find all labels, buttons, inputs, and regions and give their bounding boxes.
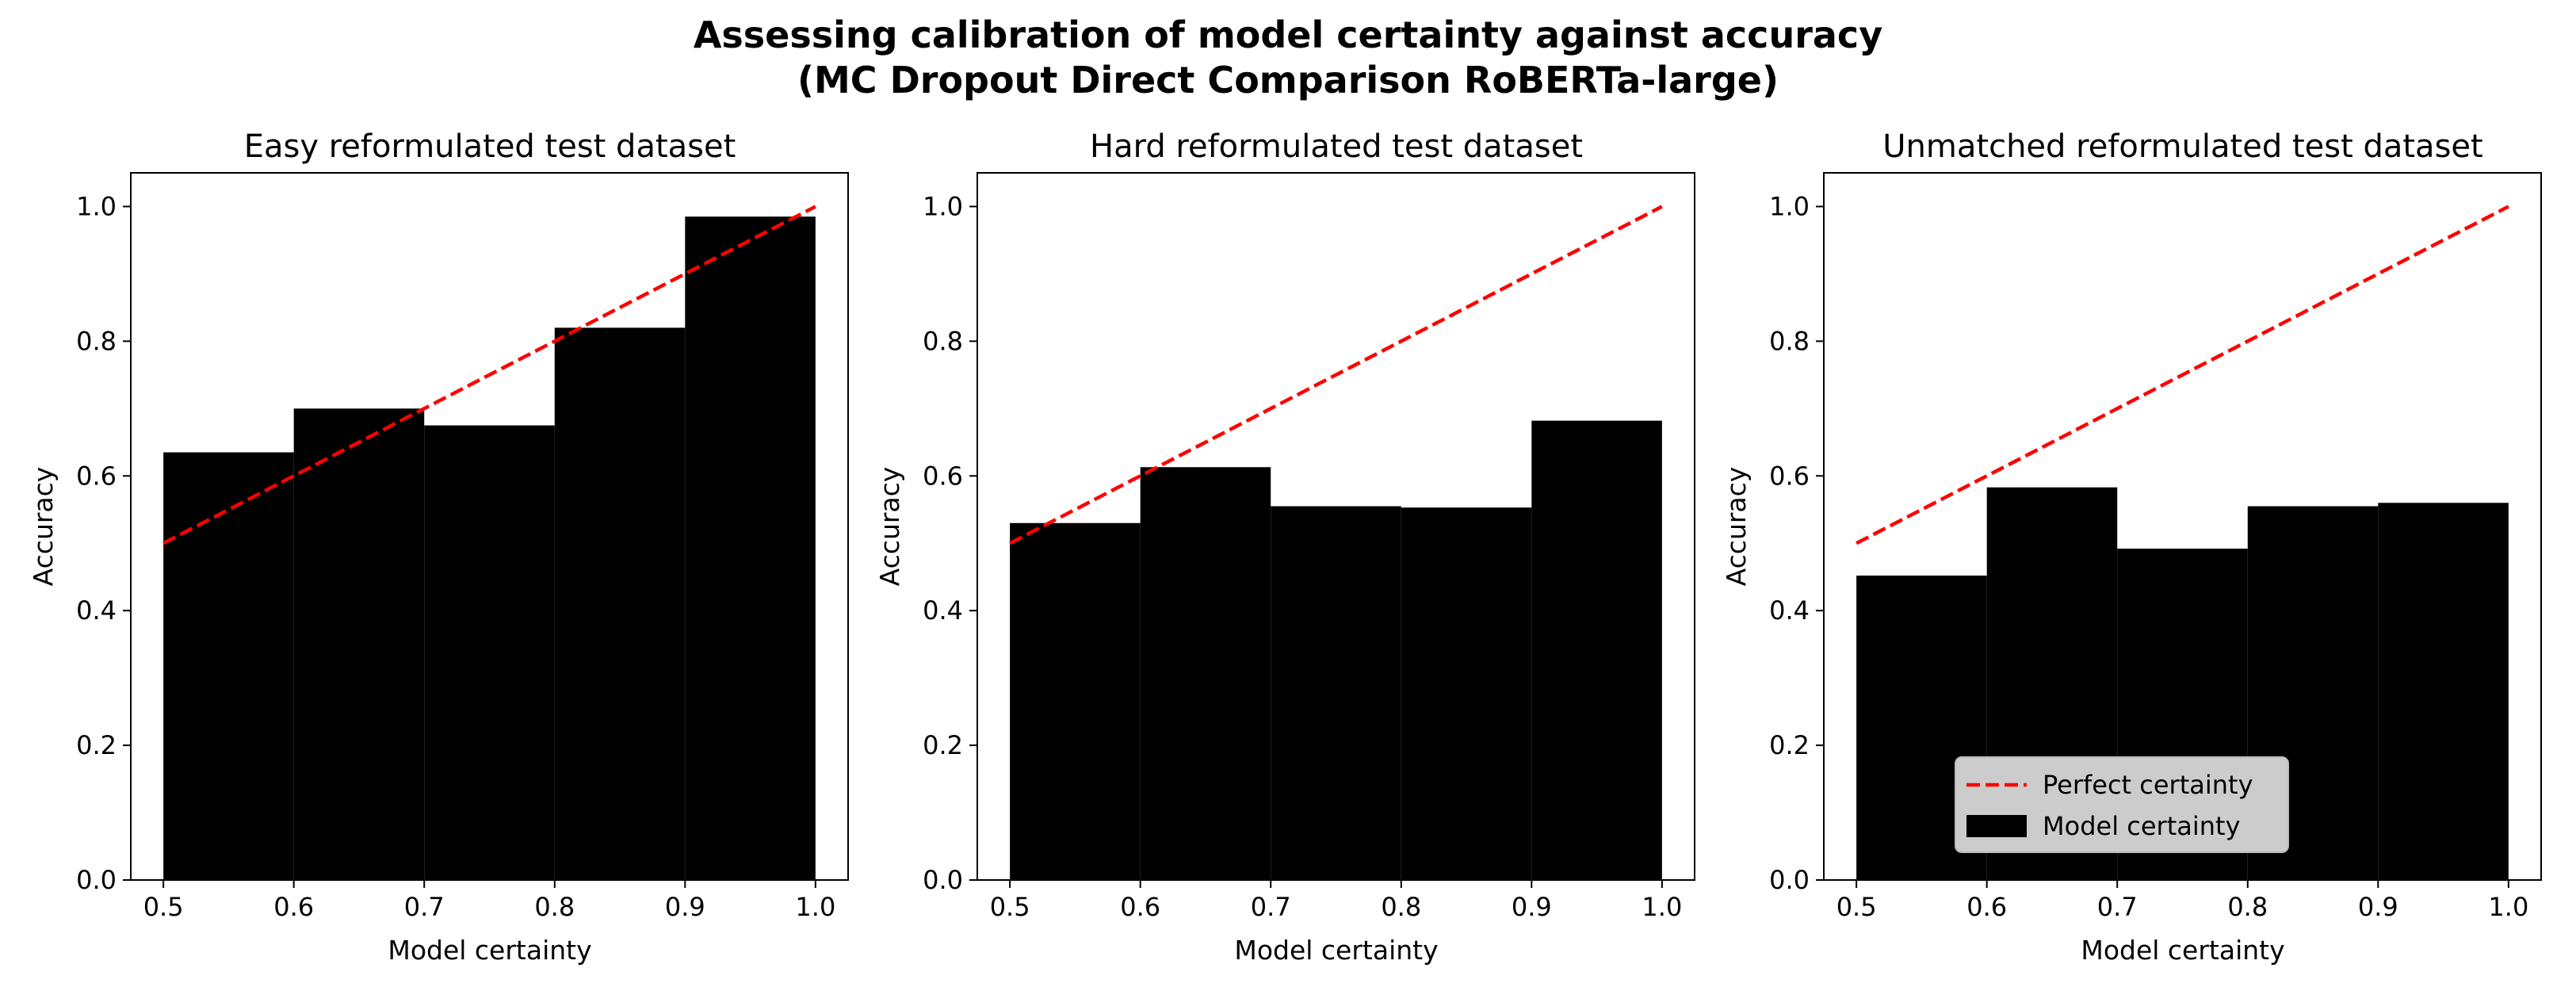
plot-area: 0.5 0.6 0.7 0.8 0.9 1.0 0.0 0.2 0.4 0.6 0.8 1.0 Perf… xyxy=(1769,172,2542,922)
legend: Perfect certainty Model certainty xyxy=(1955,756,2289,853)
bar xyxy=(424,425,555,880)
plot-area: 0.5 0.6 0.7 0.8 0.9 1.0 0.0 0.2 0.4 0.6 0.8 1.0 xyxy=(76,172,849,922)
y-tick-label: 0.8 xyxy=(1769,326,1810,356)
y-tick-label: 0.0 xyxy=(1769,865,1810,895)
x-tick-label: 0.9 xyxy=(1512,892,1552,922)
axes-frame xyxy=(977,172,1695,881)
y-tick-label: 1.0 xyxy=(1769,191,1810,221)
perfect-certainty-line xyxy=(1009,205,1663,545)
perfect-certainty-line xyxy=(1856,205,2509,545)
bar xyxy=(2378,503,2509,880)
figure-title-line2: (MC Dropout Direct Comparison RoBERTa-la… xyxy=(797,59,1779,101)
panel-unmatched: Unmatched reformulated test dataset Mode… xyxy=(1721,128,2542,966)
legend-label: Model certainty xyxy=(2043,811,2241,841)
bar xyxy=(1271,506,1401,880)
panel-hard: Hard reformulated test dataset Model cer… xyxy=(874,128,1695,966)
y-tick-label: 1.0 xyxy=(76,191,117,221)
y-tick-label: 0.0 xyxy=(923,865,963,895)
y-axis-label: Accuracy xyxy=(28,467,59,587)
y-tick-label: 0.0 xyxy=(76,865,117,895)
y-tick-label: 0.8 xyxy=(76,326,117,356)
plot-area: 0.5 0.6 0.7 0.8 0.9 1.0 0.0 0.2 0.4 0.6 0.8 1.0 xyxy=(923,172,1695,922)
x-tick-label: 1.0 xyxy=(795,892,835,922)
y-tick-label: 1.0 xyxy=(923,191,963,221)
axes-frame xyxy=(130,172,849,881)
x-axis-label: Model certainty xyxy=(1234,935,1438,966)
x-tick-label: 0.5 xyxy=(1836,892,1877,922)
bar xyxy=(554,327,686,880)
y-tick-label: 0.4 xyxy=(923,595,963,626)
y-tick-label: 0.4 xyxy=(1769,595,1810,626)
bar xyxy=(293,408,425,880)
y-tick-label: 0.6 xyxy=(76,461,117,491)
x-axis-label: Model certainty xyxy=(388,935,591,966)
y-tick-label: 0.2 xyxy=(923,730,963,760)
panel-title: Unmatched reformulated test dataset xyxy=(1882,128,2482,165)
legend-box xyxy=(1955,756,2289,853)
x-tick-label: 0.6 xyxy=(1120,892,1160,922)
x-tick-label: 0.6 xyxy=(1966,892,2007,922)
x-tick-label: 0.7 xyxy=(2097,892,2138,922)
y-tick-label: 0.8 xyxy=(923,326,963,356)
axes-frame xyxy=(1823,172,2542,881)
x-axis-label: Model certainty xyxy=(2081,935,2284,966)
legend-label: Perfect certainty xyxy=(2043,770,2253,800)
legend-box-swatch xyxy=(1966,815,2027,837)
x-tick-label: 0.8 xyxy=(2227,892,2268,922)
x-tick-label: 0.9 xyxy=(665,892,705,922)
x-tick-label: 1.0 xyxy=(2488,892,2528,922)
panel-title: Hard reformulated test dataset xyxy=(1090,128,1583,165)
bar xyxy=(685,216,816,880)
x-tick-label: 0.6 xyxy=(273,892,314,922)
x-tick-label: 0.7 xyxy=(404,892,445,922)
bar xyxy=(1010,522,1141,880)
x-tick-label: 0.5 xyxy=(990,892,1030,922)
bar xyxy=(1531,420,1662,880)
y-axis-label: Accuracy xyxy=(1721,467,1752,587)
bar xyxy=(1140,467,1271,880)
x-tick-label: 0.8 xyxy=(1381,892,1421,922)
panel-title: Easy reformulated test dataset xyxy=(244,128,736,165)
bar xyxy=(1401,507,1532,880)
x-tick-label: 0.9 xyxy=(2358,892,2398,922)
y-tick-label: 0.6 xyxy=(923,461,963,491)
x-tick-label: 1.0 xyxy=(1642,892,1682,922)
bar xyxy=(163,452,294,880)
y-tick-label: 0.4 xyxy=(76,595,117,626)
x-tick-label: 0.8 xyxy=(534,892,575,922)
panel-easy: Easy reformulated test dataset Model cer… xyxy=(28,128,849,966)
perfect-certainty-line xyxy=(162,205,816,545)
y-axis-label: Accuracy xyxy=(874,467,905,587)
figure-title-line1: Assessing calibration of model certainty… xyxy=(694,13,1882,56)
x-tick-label: 0.5 xyxy=(143,892,184,922)
y-tick-label: 0.2 xyxy=(76,730,117,760)
y-tick-label: 0.2 xyxy=(1769,730,1810,760)
y-tick-label: 0.6 xyxy=(1769,461,1810,491)
x-tick-label: 0.7 xyxy=(1251,892,1291,922)
